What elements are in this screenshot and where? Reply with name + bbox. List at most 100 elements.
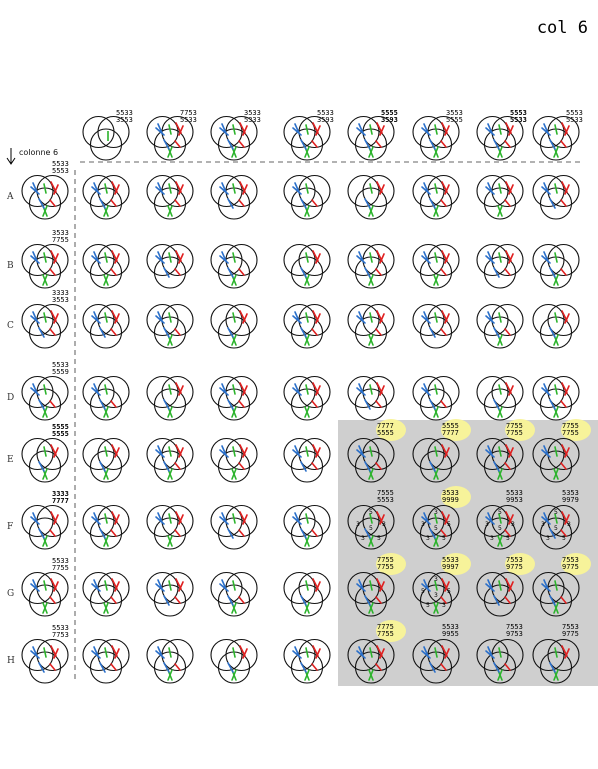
knot-diagram [21,243,69,289]
crossing-stroke [110,529,117,537]
crossing-stroke [311,199,318,207]
crossing-stroke [498,446,502,457]
crossing-stroke [155,182,165,195]
crossing-stroke [219,123,229,136]
crossing-stroke [174,140,181,148]
row-label: E [7,455,14,465]
crossing-stroke [498,647,502,658]
crossing-number: 5 [498,525,502,532]
knot-loop-1 [532,571,565,605]
crossing-stroke [300,327,307,338]
crossing-stroke [167,535,173,547]
knot-loop-1 [146,504,179,538]
crossing-stroke [364,198,371,209]
crossing-stroke [292,646,302,659]
crossing-stroke [163,327,170,338]
crossing-stroke [50,444,59,458]
knot-diagram [283,115,331,161]
knot-diagram [412,303,460,349]
crossing-stroke [239,645,248,659]
crossing-stroke [498,513,502,524]
crossing-stroke [174,268,181,276]
crossing-stroke [239,310,248,324]
crossing-number: 5 [426,602,430,609]
crossing-stroke [312,250,321,264]
knot-loop-3 [28,517,62,550]
code-line: 3553 [116,116,133,124]
crossing-stroke [238,199,245,207]
crossing-stroke [356,311,366,324]
crossing-stroke [421,512,431,525]
knot-loop-1 [210,571,243,605]
crossing-stroke [155,445,165,458]
crossing-stroke [30,579,40,592]
knot-diagram [82,638,130,684]
crossing-stroke [541,512,551,525]
crossing-stroke [311,529,318,537]
crossing-number: 3 [490,535,494,542]
code-line: 7755 [377,556,394,564]
knot-loop-1 [283,571,316,605]
code-line: 5533 [317,109,334,117]
crossing-number: 5 [434,525,438,532]
crossing-stroke [554,647,558,658]
knot-loop-1 [82,115,115,149]
crossing-stroke [356,383,366,396]
crossing-stroke [300,528,307,539]
knot-loop-1 [21,437,54,471]
knot-loop-1 [476,504,509,538]
crossing-stroke [440,140,447,148]
crossing-stroke [111,250,120,264]
knot-loop-1 [210,638,243,672]
crossing-stroke [104,183,108,194]
crossing-stroke [493,399,500,410]
crossing-number: 3 [421,521,425,528]
crossing-stroke [440,596,447,604]
crossing-stroke [239,511,248,525]
knot-loop-1 [347,504,380,538]
highlight-blob [561,419,591,441]
crossing-stroke [155,579,165,592]
code-line: 7777 [52,497,69,505]
crossing-stroke [554,384,558,395]
knot-loop-3 [419,388,453,421]
crossing-stroke [91,311,101,324]
crossing-stroke [50,511,59,525]
crossing-stroke [175,444,184,458]
crossing-stroke [434,183,438,194]
crossing-stroke [110,328,117,336]
crossing-stroke [434,384,438,395]
code-line: 9955 [442,630,459,638]
crossing-stroke [485,123,495,136]
crossing-stroke [110,596,117,604]
crossing-stroke [30,646,40,659]
crossing-stroke [305,252,309,263]
crossing-stroke [110,663,117,671]
knot-diagram [412,243,460,289]
knot-loop-1 [347,243,380,277]
crossing-stroke [155,251,165,264]
knot-loop-3 [217,256,251,289]
crossing-stroke [227,267,234,278]
crossing-stroke [38,399,45,410]
crossing-stroke [541,123,551,136]
code-line: 5533 [52,160,69,168]
crossing-stroke [560,596,567,604]
crossing-stroke [232,183,236,194]
crossing-stroke [49,268,56,276]
crossing-stroke [43,446,47,457]
crossing-stroke [50,578,59,592]
crossing-stroke [175,578,184,592]
knot-loop-1 [82,375,115,409]
crossing-number: 3 [426,535,430,542]
knot-loop-1 [82,437,115,471]
crossing-stroke [305,580,309,591]
crossing-stroke [549,595,556,606]
crossing-stroke [305,647,309,658]
crossing-stroke [421,251,431,264]
